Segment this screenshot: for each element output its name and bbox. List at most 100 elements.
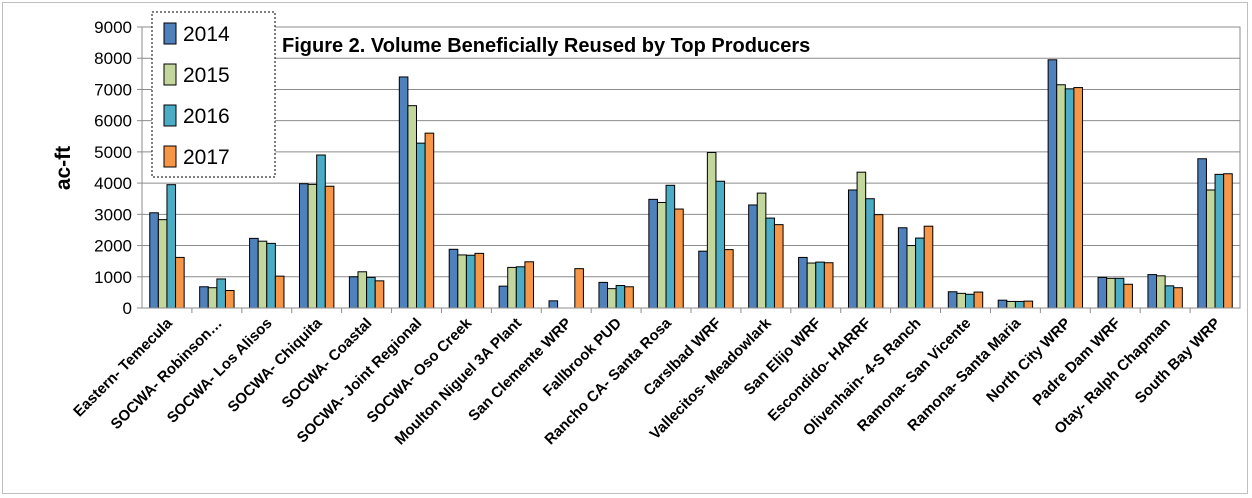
legend-swatch-2017 [163,145,177,168]
x-axis [142,307,1240,313]
bar-2016-0 [166,184,177,309]
bar-2017-3 [324,185,335,309]
bar-2015-4 [357,271,368,309]
x-category-label: Padre Dam WRF [1030,315,1125,410]
bar-2017-19 [1123,283,1133,309]
bar-2016-4 [366,276,376,309]
bar-2017-1 [224,290,235,309]
x-category-label: SOCWA- Coastal [279,315,376,412]
bar-2014-17 [997,299,1008,309]
bar-2015-2 [257,240,268,309]
bar-2016-1 [216,278,226,309]
bar-2017-7 [524,261,535,309]
bar-2014-12 [748,204,758,309]
bar-2016-17 [1014,300,1025,309]
bar-2015-17 [1006,300,1016,309]
bar-2016-13 [815,261,825,309]
x-category-label: North City WRP [983,315,1074,406]
bar-2014-1 [199,286,209,309]
y-tick-label: 9000 [94,18,132,37]
bar-2015-20 [1156,275,1166,309]
bar-2014-4 [348,276,359,309]
bar-2017-0 [175,256,185,309]
bar-2017-8 [574,268,584,309]
bar-2015-18 [1056,84,1066,309]
y-axis-ticks: 0 1000 2000 3000 4000 5000 6000 7000 8000 9000 [94,18,142,318]
bar-2017-11 [724,249,734,309]
bar-2016-19 [1114,277,1125,309]
bar-2015-5 [407,105,417,309]
bar-2014-10 [648,198,658,309]
bar-2015-6 [457,254,467,309]
bar-2015-1 [207,287,218,309]
bar-2014-15 [897,227,908,309]
bar-2015-11 [706,152,717,309]
bar-2017-21 [1223,173,1233,309]
bar-2015-19 [1106,277,1116,309]
legend-swatch-2016 [163,104,177,127]
bar-2014-3 [298,183,309,309]
bar-2017-18 [1073,87,1084,309]
bar-2015-9 [607,288,617,309]
bar-2016-10 [665,184,676,309]
bar-2015-0 [157,219,168,309]
bar-2014-0 [149,212,159,309]
bar-2017-9 [624,286,634,309]
bar-2015-7 [507,266,517,309]
bar-2014-21 [1197,158,1207,309]
bar-2015-10 [656,201,667,309]
bar-2016-21 [1214,173,1225,309]
y-tick-label: 2000 [94,237,132,256]
bar-2014-2 [249,237,259,309]
bar-2014-6 [448,248,459,309]
y-tick-label: 4000 [94,174,132,193]
y-axis-label: ac-ft [52,146,75,190]
bar-2017-6 [474,252,485,309]
y-tick-label: 1000 [94,268,132,287]
bar-2016-9 [615,285,626,309]
bar-2016-11 [715,180,726,309]
bar-2014-11 [698,250,708,309]
legend: 2014 2015 2016 2017 [151,11,276,178]
bar-2017-4 [374,280,385,309]
bar-2015-16 [956,292,967,309]
bar-2014-13 [798,256,808,309]
bar-2016-12 [765,217,775,309]
bar-2017-12 [773,224,784,309]
y-tick-label: 5000 [94,143,132,162]
legend-label-2016: 2016 [183,105,230,128]
bar-2014-7 [498,285,509,309]
x-category-label: SOCWA- Chiquita [225,314,326,415]
bar-2014-8 [548,300,559,309]
bar-2014-9 [598,281,609,309]
bar-2014-14 [847,189,858,309]
bar-2016-5 [416,142,426,309]
bar-2014-18 [1047,59,1058,309]
bar-2016-2 [266,242,276,309]
legend-swatch-2014 [163,22,177,45]
y-tick-label: 3000 [94,205,132,224]
bar-2017-17 [1023,300,1034,309]
y-tick-label: 7000 [94,80,132,99]
legend-label-2017: 2017 [183,146,230,169]
bar-2017-10 [674,208,684,309]
legend-label-2015: 2015 [183,64,230,87]
bar-2016-20 [1164,285,1175,309]
bar-2015-14 [856,171,867,309]
bar-2016-14 [865,198,875,309]
bar-2017-20 [1173,287,1183,309]
bar-2016-6 [465,254,476,309]
bar-2014-5 [398,76,409,309]
bars [149,59,1233,309]
bar-2015-12 [756,192,767,309]
bar-2015-13 [806,262,817,309]
y-tick-label: 0 [123,299,132,318]
bar-2014-20 [1147,274,1158,309]
legend-swatch-2015 [163,63,177,86]
bar-2016-7 [515,266,526,309]
x-category-label: South Bay WRP [1132,315,1224,407]
chart-title: Figure 2. Volume Beneficially Reused by … [282,35,810,57]
